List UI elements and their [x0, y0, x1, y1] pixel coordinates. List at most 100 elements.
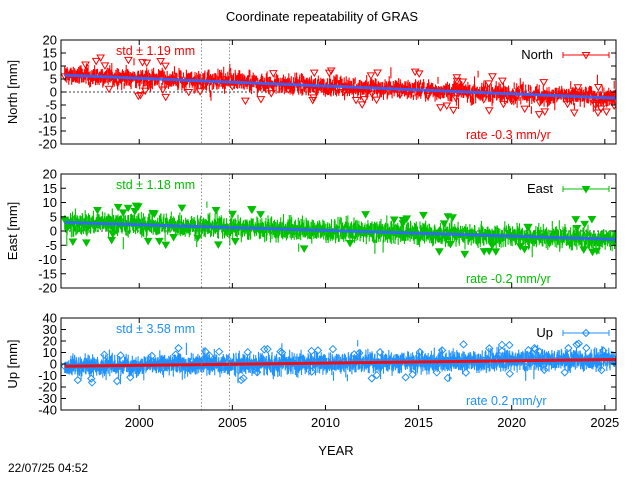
east-plot-area [61, 201, 616, 259]
north-outlier-marker [158, 86, 168, 94]
north-data-point [451, 94, 461, 103]
east-outlier-marker [398, 216, 408, 225]
north-data-point [283, 86, 293, 94]
east-outlier-marker [446, 240, 455, 249]
north-outlier-marker [488, 73, 497, 81]
x-axis-label: YEAR [318, 443, 353, 458]
north-outlier-marker [195, 88, 205, 96]
east-outlier-marker [118, 209, 128, 217]
north-outlier-marker [140, 87, 150, 96]
up-plot-area [61, 339, 616, 387]
north-y-tick-label: -20 [38, 137, 57, 152]
east-outlier-marker [587, 216, 597, 224]
east-y-tick-label: 5 [50, 209, 57, 224]
north-outlier-marker [593, 109, 603, 117]
north-y-tick-label: 0 [50, 85, 57, 100]
east-outlier-marker [479, 248, 489, 256]
north-outlier-marker [184, 88, 194, 97]
east-y-tick-label: 0 [50, 224, 57, 239]
up-outlier-marker [87, 378, 97, 387]
north-y-tick-label: -10 [38, 111, 57, 126]
up-data-point [423, 356, 433, 366]
up-outlier-marker [437, 346, 447, 355]
north-outlier-marker [520, 105, 530, 114]
north-data-point [367, 90, 377, 99]
up-data-point [479, 356, 488, 365]
east-outlier-marker [487, 242, 497, 250]
up-legend-marker-shape [581, 328, 591, 338]
up-data-point [367, 357, 377, 366]
north-outlier-marker [161, 93, 171, 102]
up-outlier-marker [582, 343, 591, 353]
east-trend-line [64, 220, 616, 241]
up-outlier-marker [171, 350, 180, 359]
up-outlier-marker [100, 350, 109, 359]
x-tick-label: 2025 [590, 415, 619, 430]
up-outlier-marker [497, 340, 507, 350]
up-outlier-marker [116, 351, 125, 360]
east-outlier-marker [107, 236, 117, 245]
up-outlier-marker [459, 340, 468, 349]
up-data-point [172, 359, 181, 369]
north-outlier-marker [366, 72, 376, 80]
up-outlier-marker [87, 374, 96, 383]
north-data-point [255, 84, 265, 92]
up-outlier-marker [276, 347, 285, 356]
north-std-label: std ± 1.19 mm [116, 44, 195, 58]
up-y-tick-label: 0 [50, 357, 57, 372]
east-std-label: std ± 1.18 mm [116, 178, 195, 192]
up-y-tick-label: 30 [43, 322, 57, 337]
east-y-tick-label: -15 [38, 266, 57, 281]
up-data-point [256, 358, 265, 368]
north-outlier-marker [241, 97, 250, 106]
north-outlier-marker [100, 62, 110, 70]
up-data-point [228, 358, 237, 368]
east-outlier-marker [177, 204, 187, 213]
east-outlier-marker [143, 237, 153, 246]
north-outlier-marker [449, 106, 458, 115]
north-data-point [395, 91, 405, 100]
north-data-point [479, 96, 489, 104]
east-outlier-marker [579, 246, 589, 254]
east-legend-marker-shape [581, 186, 591, 194]
north-outlier-marker [324, 69, 334, 78]
east-legend: East [527, 181, 610, 196]
up-outlier-marker [524, 345, 533, 355]
up-outlier-marker [408, 370, 417, 379]
north-outlier-marker [360, 96, 369, 104]
east-outlier-marker [82, 239, 91, 247]
up-outlier-marker [540, 365, 549, 375]
up-outlier-marker [505, 369, 514, 378]
east-outlier-marker [211, 206, 221, 215]
up-outlier-marker [372, 370, 382, 380]
up-outlier-marker [530, 343, 539, 353]
north-legend: North [521, 47, 610, 62]
east-y-tick-label: -20 [38, 281, 57, 296]
east-y-tick-label: -5 [45, 238, 57, 253]
east-legend-label: East [527, 181, 553, 196]
up-outlier-marker [443, 373, 452, 383]
east-error-bars [64, 201, 616, 258]
up-outlier-marker [174, 343, 183, 353]
east-outlier-marker [419, 211, 428, 220]
east-legend-marker [581, 186, 591, 194]
north-outlier-marker [104, 85, 114, 94]
east-outlier-marker [345, 240, 355, 248]
east-outlier-marker [389, 216, 399, 225]
up-outlier-marker [355, 348, 364, 358]
up-outlier-marker [497, 346, 507, 356]
up-data-point [144, 360, 153, 369]
up-outlier-marker [313, 346, 323, 355]
north-legend-marker-shape [581, 52, 591, 60]
north-y-tick-label: 15 [43, 46, 57, 61]
east-outlier-marker [299, 245, 309, 253]
east-outlier-marker [523, 223, 533, 232]
east-outlier-marker [155, 237, 164, 246]
up-outlier-marker [560, 368, 569, 377]
east-outlier-marker [193, 234, 203, 243]
up-outlier-marker [239, 374, 248, 383]
north-data-point [339, 89, 349, 97]
up-outlier-marker [572, 340, 581, 349]
